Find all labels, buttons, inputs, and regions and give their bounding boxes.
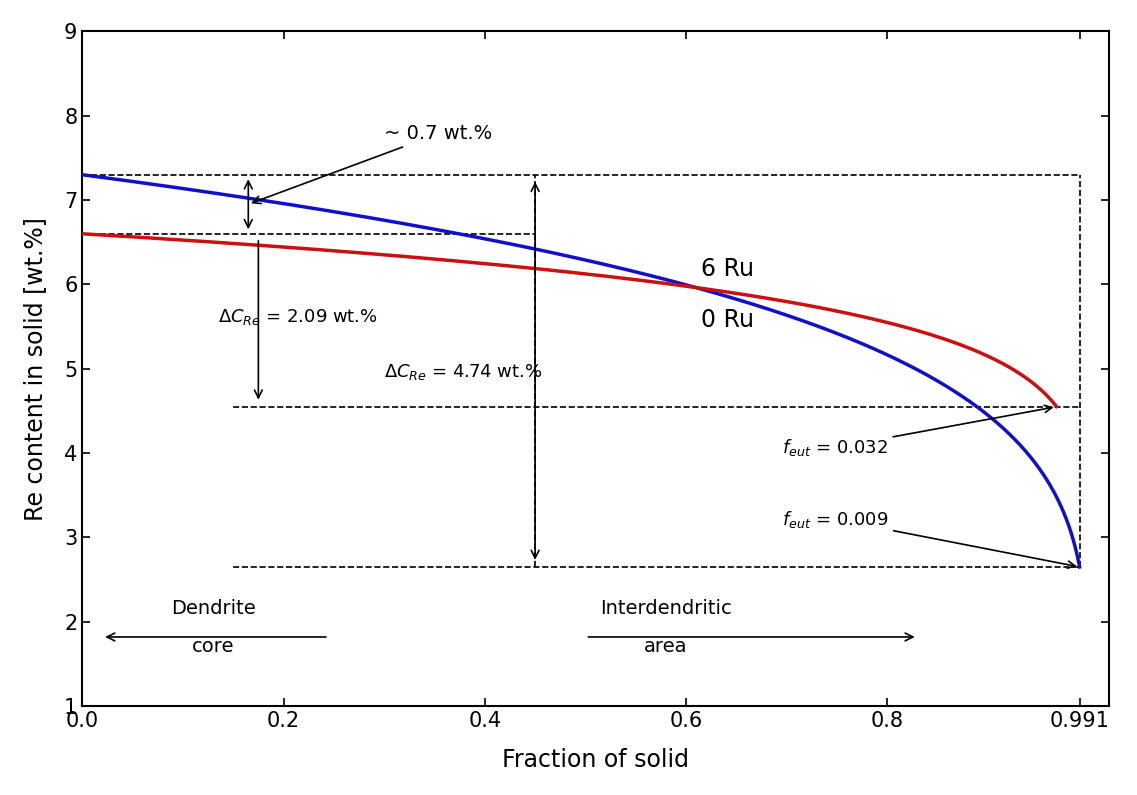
Text: core: core	[192, 637, 234, 656]
Text: $f_{eut}$ = 0.009: $f_{eut}$ = 0.009	[782, 509, 1076, 568]
Text: $\Delta C_{Re}$ = 2.09 wt.%: $\Delta C_{Re}$ = 2.09 wt.%	[218, 308, 377, 328]
Text: $\Delta C_{Re}$ = 4.74 wt.%: $\Delta C_{Re}$ = 4.74 wt.%	[384, 363, 542, 382]
Text: Dendrite: Dendrite	[171, 599, 256, 618]
X-axis label: Fraction of solid: Fraction of solid	[503, 747, 689, 772]
Text: area: area	[645, 637, 688, 656]
Y-axis label: Re content in solid [wt.%]: Re content in solid [wt.%]	[24, 217, 48, 521]
Text: ~ 0.7 wt.%: ~ 0.7 wt.%	[252, 124, 492, 204]
Text: 6 Ru: 6 Ru	[702, 257, 754, 281]
Text: $f_{eut}$ = 0.032: $f_{eut}$ = 0.032	[782, 405, 1052, 458]
Text: 0 Ru: 0 Ru	[702, 308, 754, 332]
Text: Interdendritic: Interdendritic	[600, 599, 732, 618]
